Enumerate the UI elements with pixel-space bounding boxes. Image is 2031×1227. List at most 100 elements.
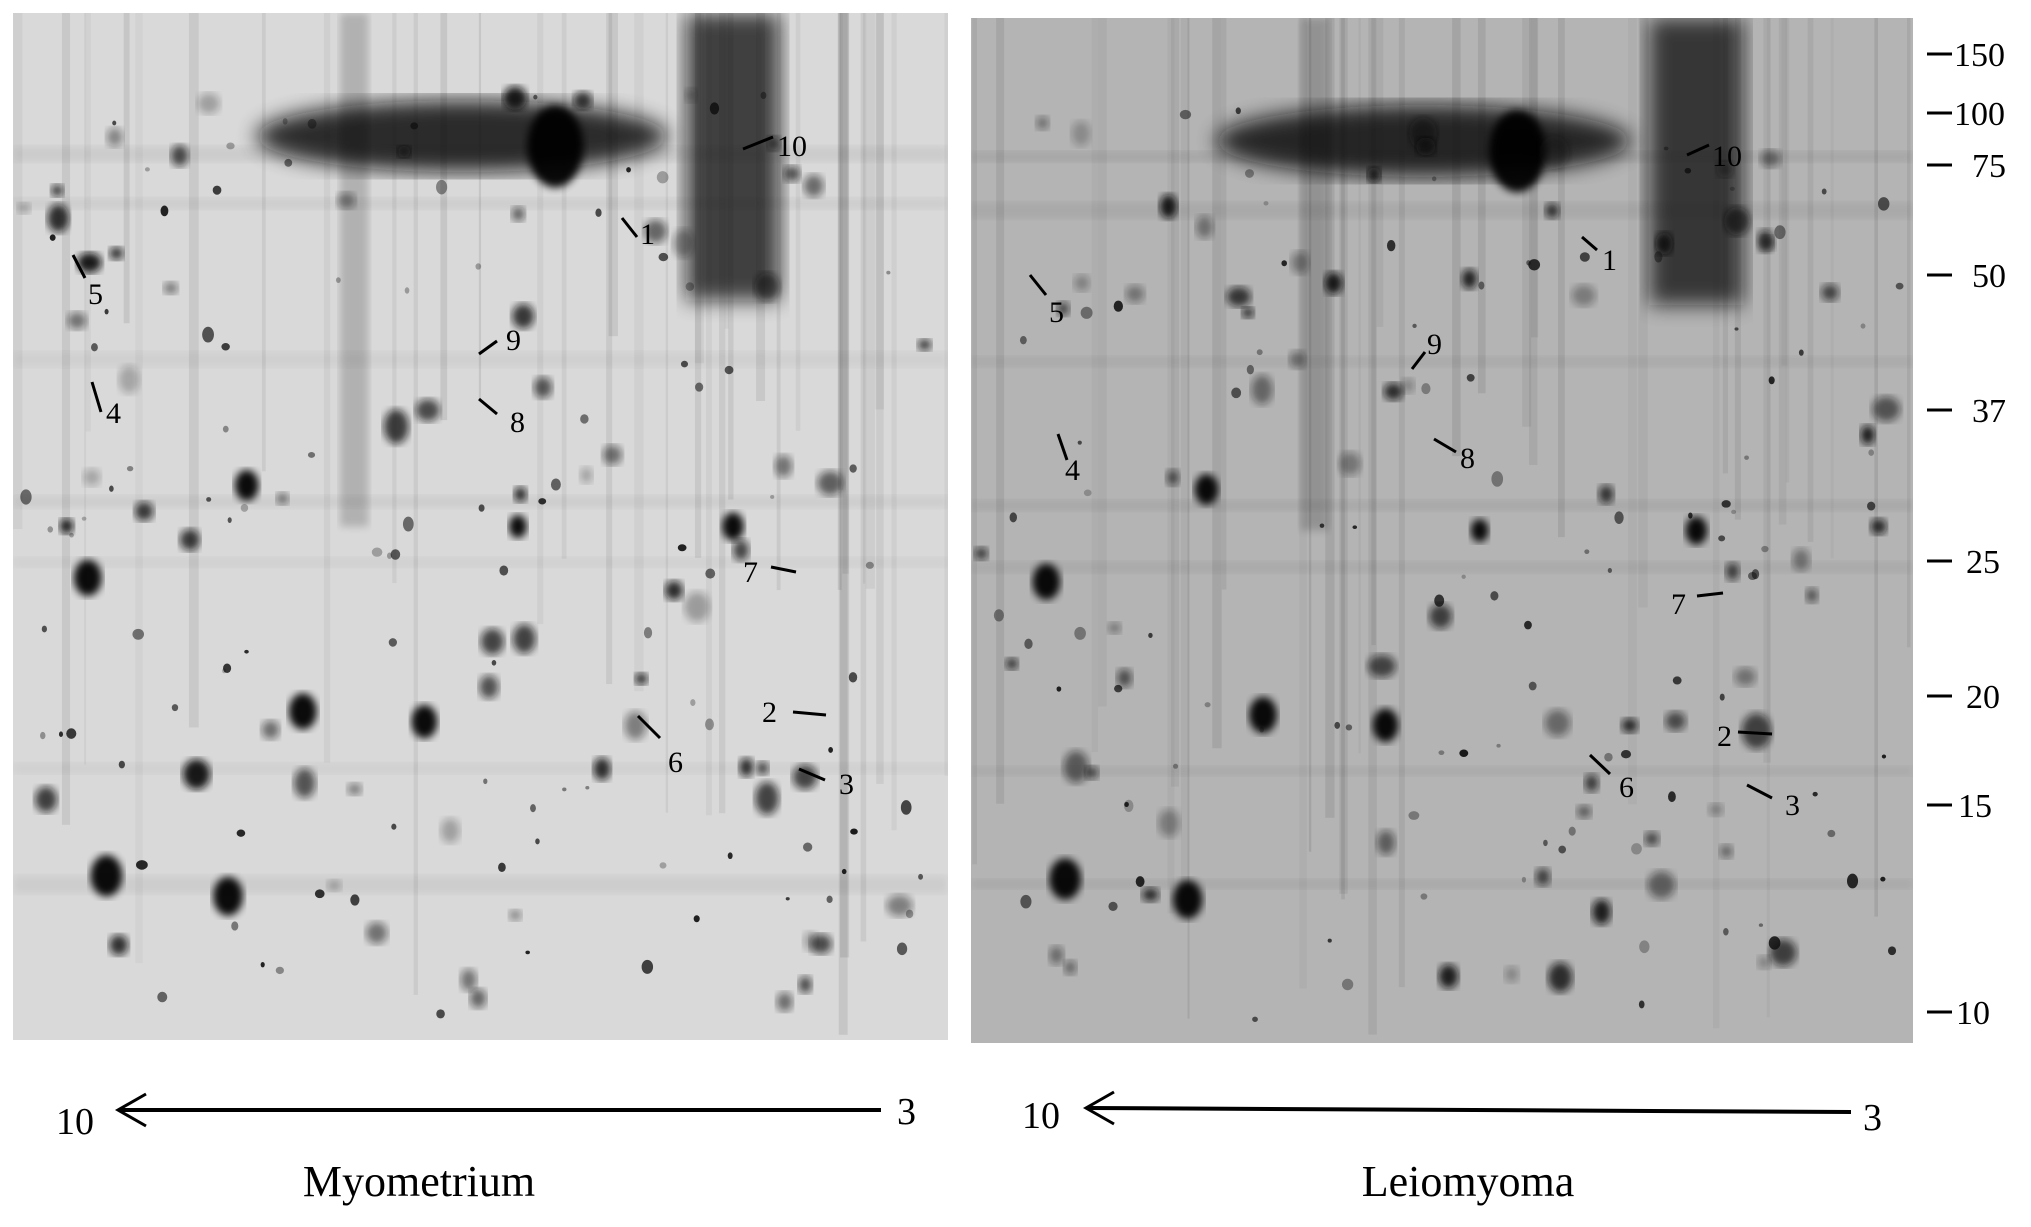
protein-spot: [51, 184, 64, 197]
protein-spot: [755, 781, 779, 815]
protein-spot: [774, 454, 793, 478]
protein-spot: [1528, 259, 1541, 271]
gel-streak: [838, 13, 848, 1035]
protein-spot: [221, 343, 230, 351]
protein-spot: [1256, 349, 1263, 356]
protein-spot: [677, 544, 687, 552]
protein-spot: [1416, 137, 1436, 156]
protein-spot: [739, 757, 754, 777]
protein-spot: [1535, 867, 1551, 886]
protein-spot: [1725, 562, 1740, 581]
ph-gradient-arrow-myometrium: 10 3: [56, 1091, 916, 1143]
gel-streak: [1368, 18, 1377, 1035]
protein-spot: [222, 425, 229, 433]
gel-streak: [323, 13, 331, 763]
ph-acidic-label: 3: [1863, 1097, 1882, 1139]
protein-spot: [1383, 382, 1404, 401]
protein-spot: [1584, 773, 1599, 793]
protein-spot: [1141, 887, 1159, 902]
protein-spot: [383, 409, 409, 444]
protein-spot: [91, 343, 98, 352]
gel-streak: [875, 13, 884, 410]
spot-label: 9: [506, 324, 521, 357]
protein-spot: [756, 761, 769, 775]
protein-spot: [47, 526, 54, 533]
protein-spot: [1741, 713, 1772, 750]
protein-spot: [841, 868, 847, 875]
protein-spot: [1231, 387, 1242, 399]
gel-streak: [996, 18, 1005, 804]
gel-streak: [1529, 18, 1538, 465]
protein-spot: [491, 660, 497, 666]
mw-label: 100: [1954, 96, 2005, 133]
protein-spot: [1352, 525, 1358, 530]
spot-label: 8: [510, 406, 525, 439]
gel-streak: [865, 13, 875, 589]
protein-spot: [527, 105, 584, 188]
protein-spot: [695, 382, 704, 392]
protein-spot: [1124, 801, 1129, 807]
protein-spot: [900, 800, 912, 815]
protein-spot: [1598, 484, 1614, 504]
spot-label: 1: [1602, 244, 1617, 277]
protein-spot: [276, 492, 289, 505]
protein-spot: [1685, 516, 1708, 545]
protein-spot: [580, 467, 593, 484]
gel-streak: [1874, 18, 1879, 917]
protein-spot: [1235, 107, 1241, 115]
gel-streak: [188, 13, 199, 728]
protein-spot: [1063, 750, 1089, 784]
protein-spot: [1489, 110, 1546, 193]
gel-streak: [86, 13, 91, 432]
spot-label: 5: [88, 278, 103, 311]
protein-spot: [826, 895, 833, 904]
gel-streak: [837, 13, 842, 590]
mw-label: 75: [1972, 148, 2006, 185]
protein-spot: [1877, 197, 1890, 211]
ph-basic-label: 10: [56, 1101, 94, 1143]
protein-spot: [1434, 594, 1445, 607]
protein-spot: [1757, 229, 1774, 253]
protein-spot: [1663, 146, 1669, 151]
protein-spot: [1748, 571, 1757, 581]
protein-spot: [136, 860, 148, 870]
protein-spot: [1621, 718, 1638, 733]
protein-spot: [261, 720, 280, 740]
protein-spot: [705, 718, 714, 731]
protein-spot: [803, 174, 824, 198]
protein-spot: [817, 470, 844, 496]
protein-spot: [1166, 469, 1180, 486]
protein-spot: [624, 711, 647, 740]
protein-spot: [73, 559, 102, 597]
gel-band: [971, 879, 1913, 889]
protein-spot: [1334, 721, 1341, 729]
protein-spot: [533, 94, 538, 100]
protein-spot: [1049, 945, 1064, 965]
spot-label: 6: [668, 746, 683, 779]
protein-spot: [41, 625, 48, 633]
arrow-left-icon: [1087, 1106, 1852, 1114]
protein-spot: [1461, 574, 1466, 579]
mw-label: 50: [1972, 258, 2006, 295]
protein-spot: [134, 501, 154, 522]
protein-spot: [83, 468, 101, 486]
protein-spot: [1496, 743, 1501, 748]
protein-spot: [1461, 268, 1478, 290]
protein-spot: [1821, 188, 1827, 195]
protein-spot: [226, 142, 235, 150]
protein-spot: [475, 263, 482, 270]
protein-spot: [1194, 473, 1219, 506]
protein-spot: [410, 122, 419, 130]
protein-spot: [436, 1009, 445, 1019]
protein-spot: [240, 504, 249, 512]
protein-spot: [664, 580, 684, 601]
protein-spot: [1521, 876, 1527, 883]
gel-band: [971, 499, 1913, 512]
protein-spot: [1708, 803, 1724, 816]
protein-spot: [1734, 667, 1757, 687]
protein-spot: [307, 452, 316, 458]
protein-spot: [1548, 962, 1573, 993]
protein-spot: [40, 731, 46, 740]
protein-spot: [525, 950, 530, 955]
